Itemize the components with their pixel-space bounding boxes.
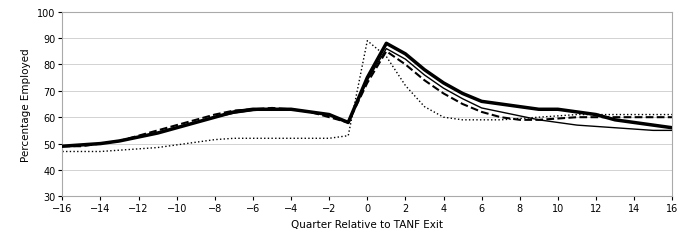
X-axis label: Quarter Relative to TANF Exit: Quarter Relative to TANF Exit [291,219,444,229]
Y-axis label: Percentage Employed: Percentage Employed [21,48,31,161]
